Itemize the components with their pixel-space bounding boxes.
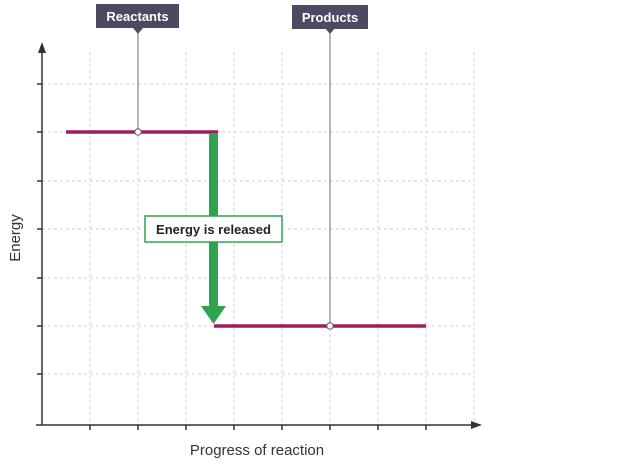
energy-released-callout: Energy is released	[144, 215, 283, 243]
y-axis-label: Energy	[7, 214, 24, 262]
x-axis-label: Progress of reaction	[190, 442, 324, 459]
arrow-up-icon	[38, 42, 46, 53]
grid	[42, 52, 475, 425]
arrow-right-icon	[471, 421, 482, 429]
products-label: Products	[302, 10, 358, 25]
products-tag: Products	[292, 5, 368, 34]
reactants-tag: Reactants	[96, 4, 179, 34]
energy-released-label: Energy is released	[156, 222, 271, 237]
reactants-point	[134, 128, 142, 136]
release-arrow-head	[201, 306, 226, 324]
axes	[36, 50, 476, 430]
products-point	[326, 322, 334, 330]
reactants-label: Reactants	[106, 9, 168, 24]
